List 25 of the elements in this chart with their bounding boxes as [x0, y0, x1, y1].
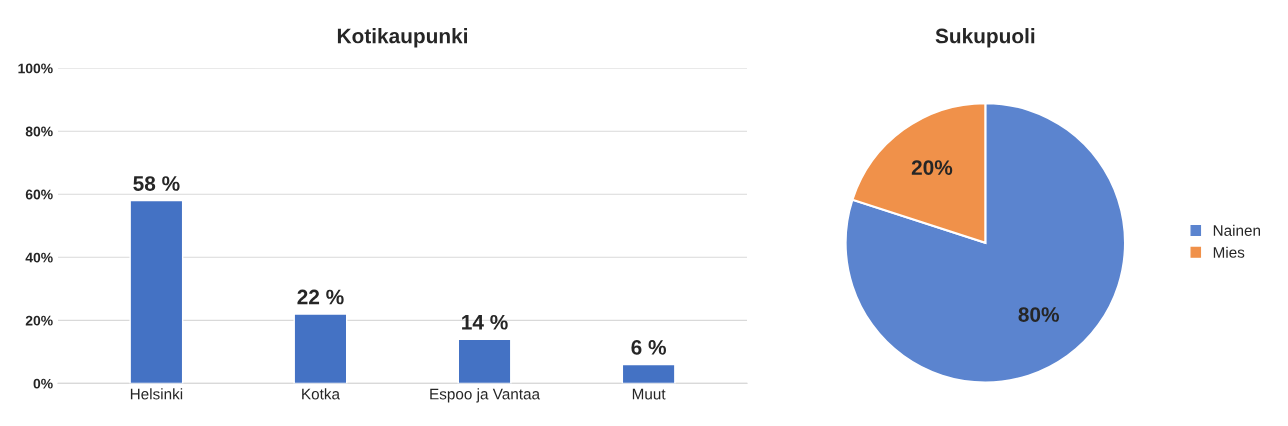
legend-label: Mies	[1213, 246, 1245, 258]
y-tick-label: 40%	[25, 252, 53, 263]
x-tick-label: Kotka	[302, 388, 340, 400]
y-tick-label: 0%	[33, 378, 53, 389]
y-tick-label: 20%	[25, 315, 53, 326]
bar	[129, 199, 184, 384]
y-tick-label: 100%	[18, 63, 53, 74]
data-label: 22 %	[297, 289, 344, 305]
chart-title: Kotikaupunki	[337, 28, 467, 48]
data-label: 20%	[911, 160, 953, 175]
y-tick-label: 60%	[25, 189, 53, 200]
bar	[293, 313, 348, 384]
x-tick-label: Muut	[632, 388, 666, 400]
x-tick-label: Espoo ja Vantaa	[430, 388, 541, 403]
bar	[457, 338, 512, 384]
chart-title: Sukupuoli	[935, 28, 1035, 48]
legend-label: Nainen	[1213, 224, 1261, 236]
data-label: 58 %	[133, 176, 180, 191]
data-label: 6 %	[631, 340, 666, 355]
data-label: 14 %	[462, 314, 508, 330]
bar	[621, 363, 676, 384]
data-label: 80%	[1018, 307, 1059, 322]
x-tick-label: Helsinki	[130, 388, 183, 400]
pie-slice	[844, 102, 1127, 384]
y-tick-label: 80%	[25, 126, 53, 137]
